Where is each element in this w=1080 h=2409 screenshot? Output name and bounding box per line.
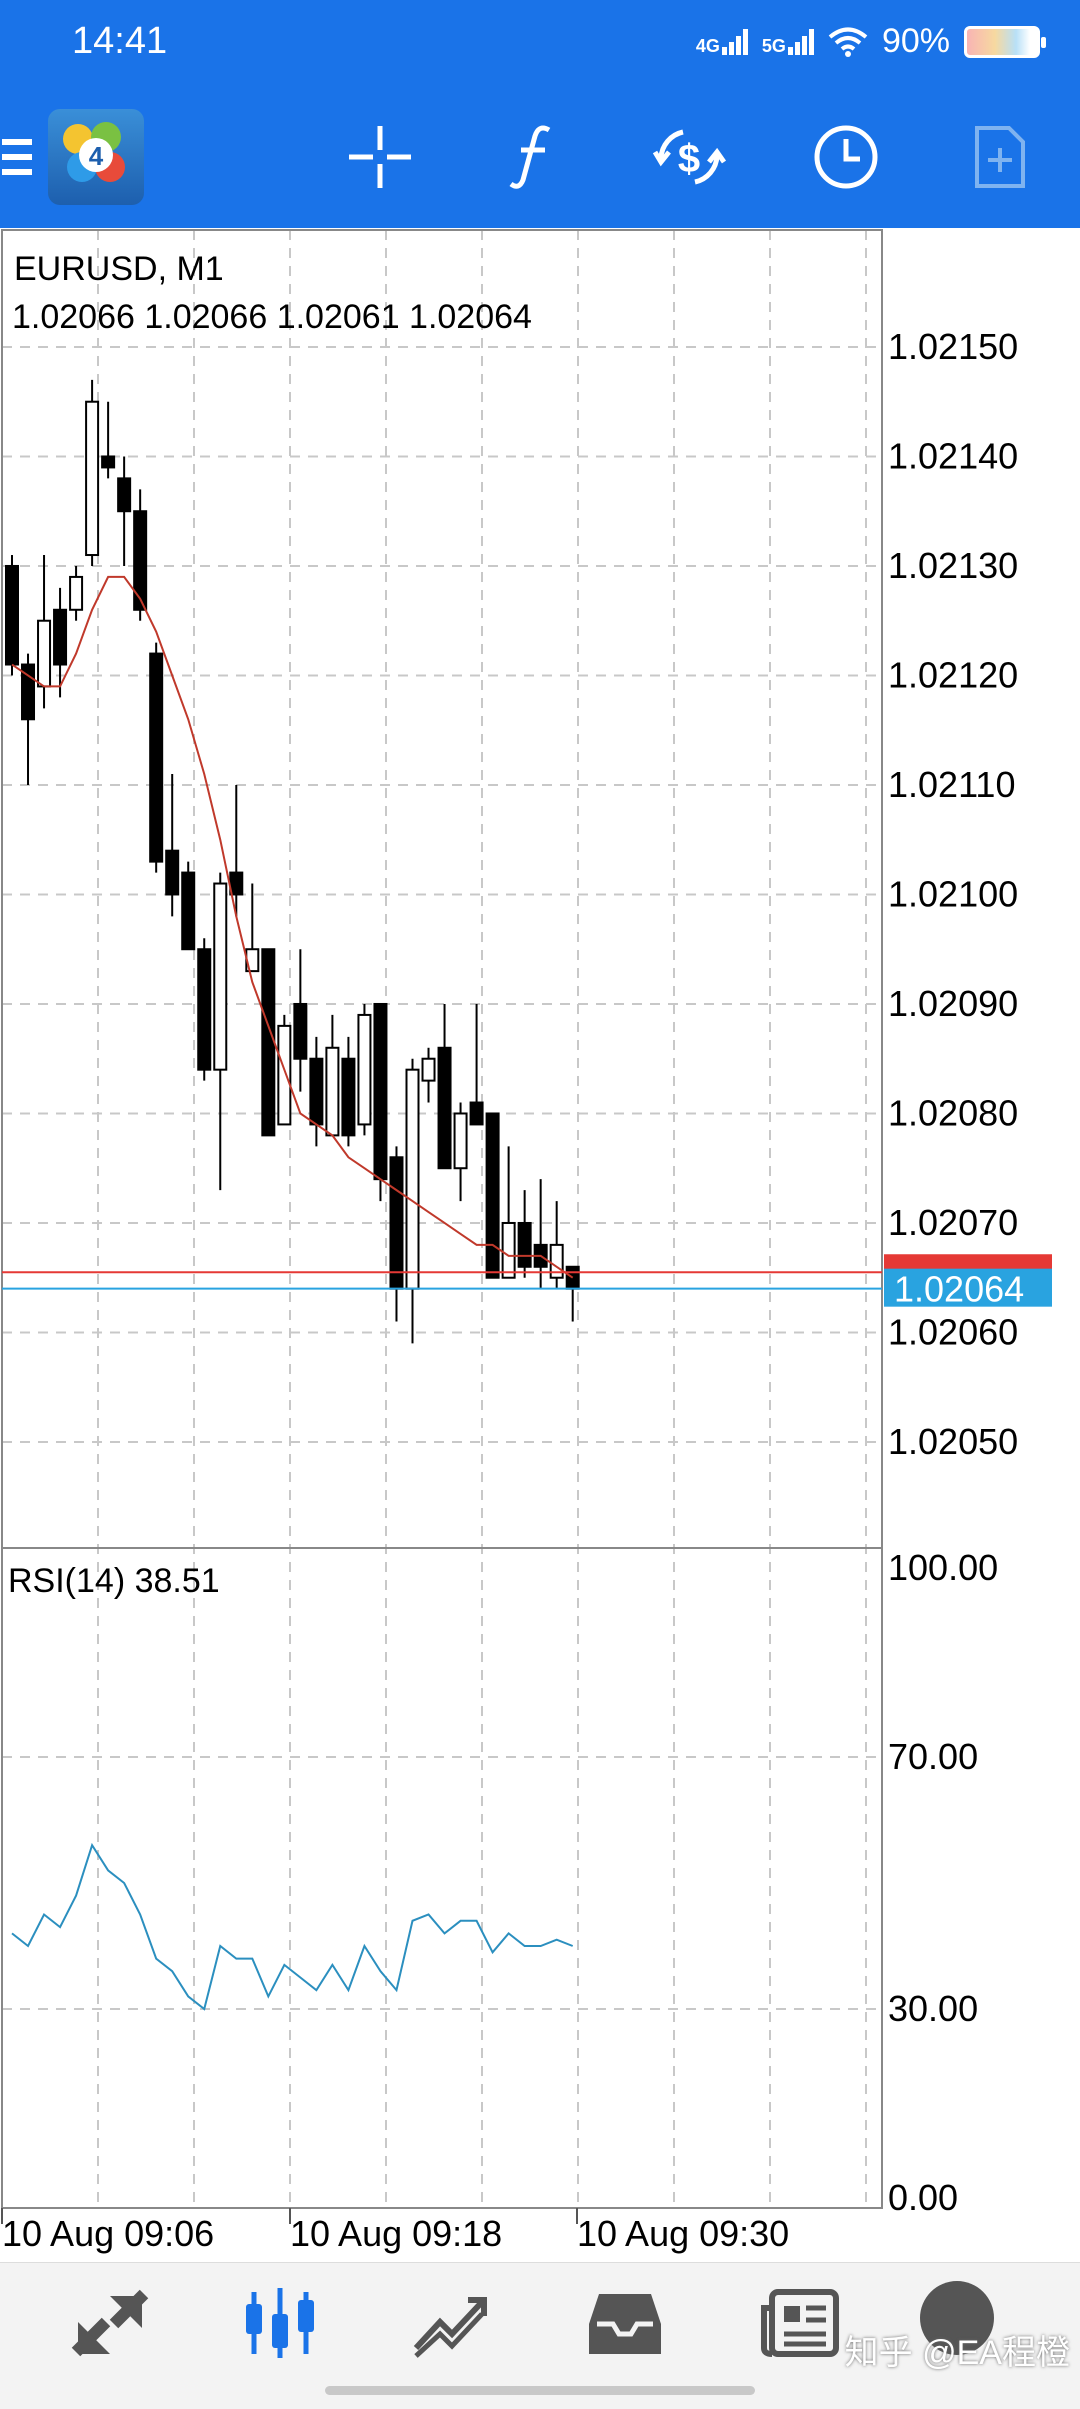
candle-bearish [5, 564, 19, 666]
ohlc-label: 1.02066 1.02066 1.02061 1.02064 [12, 298, 532, 336]
trade-icon[interactable]: $ [644, 86, 734, 228]
rsi-label: RSI(14) 38.51 [8, 1562, 220, 1600]
price-tick-label: 1.02120 [888, 654, 1018, 695]
symbol-label: EURUSD, M1 [14, 250, 224, 288]
candle-bearish [133, 510, 148, 611]
candle-bearish [341, 1057, 356, 1137]
candle-bullish [213, 882, 228, 1071]
candle-bearish [181, 871, 196, 951]
chart-icon[interactable] [220, 2263, 340, 2383]
rsi-tick-label: 30.00 [888, 1988, 978, 2029]
candle-bearish [149, 652, 164, 863]
current-price-label: 1.02064 [894, 1269, 1024, 1310]
candle-bearish [437, 1046, 452, 1170]
status-indicators: 4G 5G 90% [695, 22, 1046, 61]
rsi-axis: 100.00 70.00 30.00 0.00 [888, 1547, 998, 2218]
candle-bearish [517, 1221, 532, 1268]
top-toolbar: 4 $ [0, 86, 1080, 228]
timeframe-icon[interactable] [804, 86, 888, 228]
candle-bearish [229, 871, 244, 896]
time-axis: 10 Aug 09:06 10 Aug 09:18 10 Aug 09:30 [1, 2208, 789, 2254]
trade-icon[interactable] [390, 2263, 510, 2383]
candle-bearish [293, 1002, 308, 1060]
status-bar: 14:41 4G 5G 90% [0, 0, 1080, 86]
time-label: 10 Aug 09:18 [290, 2213, 502, 2254]
chart-area[interactable]: 1.02150 1.02140 1.02130 1.02120 1.02110 1.021… [0, 228, 1080, 2260]
candle-bullish [405, 1068, 420, 1290]
time-label: 10 Aug 09:06 [2, 2213, 214, 2254]
price-tick-label: 1.02140 [888, 435, 1018, 476]
rsi-tick-label: 70.00 [888, 1736, 978, 1777]
candle-bearish [197, 948, 212, 1071]
candle-bearish [309, 1057, 324, 1126]
bid-price-tag [884, 1268, 1052, 1307]
candle-bullish [325, 1046, 340, 1137]
price-tick-label: 1.02080 [888, 1092, 1018, 1133]
battery-percent: 90% [881, 22, 950, 60]
bottom-navigation: 知乎 @EA程橙 [0, 2262, 1080, 2409]
candle-bearish [389, 1156, 404, 1290]
candle-bearish [485, 1112, 500, 1279]
candle-bullish [453, 1112, 468, 1170]
price-tick-label: 1.02110 [888, 764, 1015, 805]
rsi-pane-border [1, 1547, 883, 2209]
price-tick-label: 1.02100 [888, 873, 1018, 914]
candle-bullish [85, 400, 100, 557]
messages-icon[interactable] [920, 2281, 994, 2355]
price-chart[interactable]: 1.02150 1.02140 1.02130 1.02120 1.02110 1.021… [0, 228, 1080, 2260]
signal-5g-icon: 5G [761, 28, 814, 56]
rsi-tick-label: 0.00 [888, 2177, 958, 2218]
candle-bearish [101, 455, 116, 469]
time-label: 10 Aug 09:30 [577, 2213, 789, 2254]
rsi-line [11, 1842, 574, 2011]
price-tick-label: 1.02150 [888, 326, 1018, 367]
price-tick-label: 1.02050 [888, 1421, 1018, 1462]
function-icon[interactable] [492, 86, 572, 228]
watermark: 知乎 @EA程橙 [844, 2334, 1070, 2372]
candles [5, 379, 580, 1344]
candle-bullish [501, 1221, 516, 1279]
candle-bullish [69, 575, 84, 611]
battery-icon [964, 25, 1046, 58]
status-time: 14:41 [72, 20, 168, 62]
candle-bearish [117, 477, 132, 513]
price-tick-label: 1.02060 [888, 1311, 1018, 1352]
svg-text:4: 4 [89, 141, 104, 171]
svg-text:$: $ [678, 137, 700, 181]
new-chart-icon[interactable] [960, 86, 1040, 228]
candle-bearish [373, 1002, 388, 1181]
candle-bullish [277, 1024, 292, 1126]
rsi-tick-label: 100.00 [888, 1547, 998, 1588]
candle-bullish [421, 1057, 436, 1082]
price-axis: 1.02150 1.02140 1.02130 1.02120 1.02110 1.021… [888, 326, 1018, 1462]
candle-bullish [357, 1013, 372, 1126]
metatrader-logo[interactable]: 4 [48, 86, 144, 228]
menu-icon[interactable] [0, 86, 34, 228]
crosshair-icon[interactable] [340, 86, 420, 228]
signal-4g-icon: 4G [695, 28, 748, 56]
network-type-1: 4G [695, 35, 720, 56]
history-icon[interactable] [565, 2263, 685, 2383]
price-tick-label: 1.02090 [888, 983, 1018, 1024]
wifi-icon [828, 27, 868, 57]
candle-bearish [469, 1101, 484, 1126]
candle-bearish [261, 948, 276, 1137]
chart-grid [2, 230, 882, 2208]
home-indicator[interactable] [325, 2386, 755, 2395]
price-tick-label: 1.02130 [888, 545, 1018, 586]
network-type-2: 5G [761, 35, 786, 56]
candle-bullish [37, 619, 52, 688]
candle-bearish [165, 849, 180, 896]
candle-bearish [565, 1265, 580, 1290]
moving-average-line [11, 575, 574, 1279]
candle-bearish [53, 608, 68, 666]
price-tick-label: 1.02070 [888, 1202, 1018, 1243]
quotes-icon[interactable] [50, 2263, 170, 2383]
news-icon[interactable] [740, 2263, 860, 2383]
